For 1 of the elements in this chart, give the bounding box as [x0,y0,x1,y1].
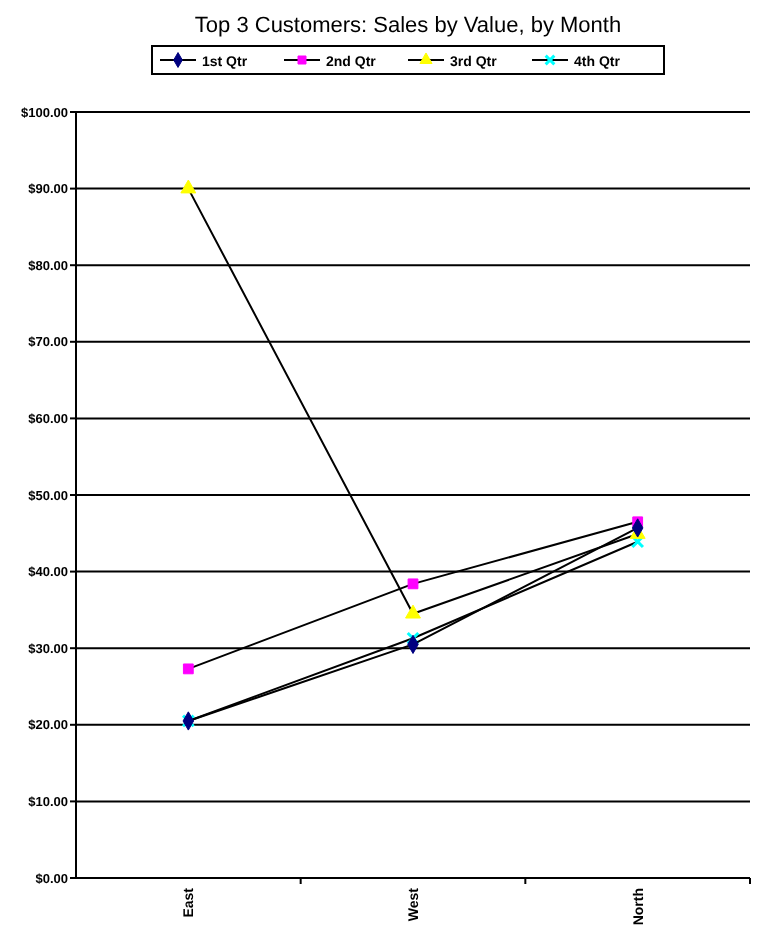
chart-title: Top 3 Customers: Sales by Value, by Month [194,14,622,38]
